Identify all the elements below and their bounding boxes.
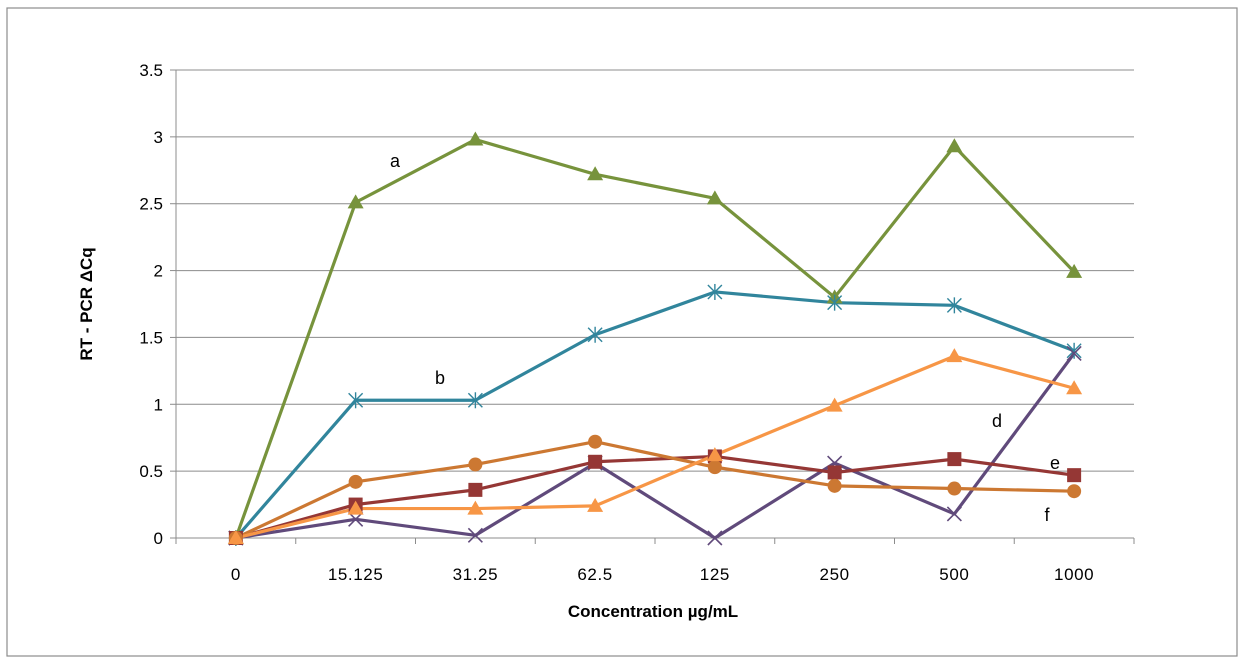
data-point (467, 131, 484, 146)
x-tick-label: 0 (231, 565, 241, 584)
data-point (826, 397, 843, 412)
y-tick-label: 2.5 (139, 195, 163, 214)
series-label: b (435, 368, 445, 388)
data-point (1066, 342, 1082, 359)
data-point (947, 481, 962, 496)
series-line (234, 290, 1075, 540)
data-point (946, 297, 962, 314)
y-tick-label: 2 (154, 262, 163, 281)
data-point (1066, 380, 1083, 395)
data-point (468, 482, 483, 497)
series-label: e (1050, 453, 1060, 473)
data-point (707, 283, 723, 300)
series-line (234, 137, 1076, 539)
series-labels: a b d e f (390, 151, 1060, 525)
data-point (467, 527, 483, 543)
y-tick-label: 1.5 (139, 328, 163, 347)
data-point (947, 452, 962, 467)
x-tick-label: 31.25 (453, 565, 499, 584)
series-line (235, 440, 1075, 540)
data-point (946, 348, 963, 363)
series-line (235, 352, 1076, 540)
data-point (348, 392, 364, 409)
data-point (588, 434, 603, 449)
data-point (707, 460, 722, 475)
series-label: a (390, 151, 401, 171)
y-tick-label: 0 (154, 529, 163, 548)
series-line (235, 354, 1075, 540)
data-point (347, 500, 364, 515)
data-point (1067, 468, 1082, 483)
data-point-stroke (467, 527, 483, 543)
data-point (588, 454, 603, 469)
x-tick-label: 500 (939, 565, 969, 584)
data-point (347, 194, 364, 209)
data-point (587, 166, 604, 181)
chart-border (6, 7, 1238, 657)
x-tick-label: 15.125 (328, 565, 384, 584)
data-point (827, 294, 843, 311)
y-tick-label: 3 (154, 128, 163, 147)
gridlines (176, 69, 1134, 472)
data-point (946, 138, 963, 153)
data-point (587, 497, 604, 512)
data-point-stroke (1066, 345, 1082, 362)
data-point (348, 511, 364, 527)
data-point (706, 447, 723, 462)
data-point-stroke (946, 506, 962, 522)
y-tick-label: 3.5 (139, 61, 163, 80)
data-point (227, 530, 244, 544)
axes (170, 69, 1135, 544)
y-axis-title: RT - PCR ΔCq (77, 247, 96, 360)
data-point (468, 457, 483, 472)
data-point (1066, 263, 1083, 278)
x-axis-title: Concentration µg/mL (568, 602, 738, 621)
series-markers (227, 131, 1083, 546)
series-label: f (1044, 505, 1050, 525)
data-point-stroke (707, 530, 723, 546)
y-tick-labels: 0 0.5 1 1.5 2 2.5 3 3.5 (139, 61, 163, 548)
y-tick-label: 0.5 (139, 462, 163, 481)
x-tick-label: 1000 (1054, 565, 1094, 584)
data-point (587, 326, 603, 343)
data-point (348, 474, 363, 489)
data-point (467, 392, 483, 409)
x-tick-label: 250 (820, 565, 850, 584)
data-point (707, 530, 723, 546)
data-point (467, 500, 484, 515)
data-point (827, 478, 842, 493)
data-point (827, 465, 842, 480)
data-point (1066, 345, 1082, 362)
y-tick-label: 1 (154, 395, 163, 414)
series-label: d (992, 411, 1002, 431)
x-tick-labels: 0 15.125 31.25 62.5 125 250 500 1000 (231, 565, 1094, 584)
series-lines (234, 137, 1076, 540)
data-point-stroke (348, 511, 364, 527)
data-point (706, 190, 723, 205)
data-point (1067, 484, 1082, 499)
x-tick-label: 62.5 (577, 565, 613, 584)
x-tick-label: 125 (700, 565, 730, 584)
series-line (235, 454, 1075, 540)
data-point (946, 506, 962, 522)
